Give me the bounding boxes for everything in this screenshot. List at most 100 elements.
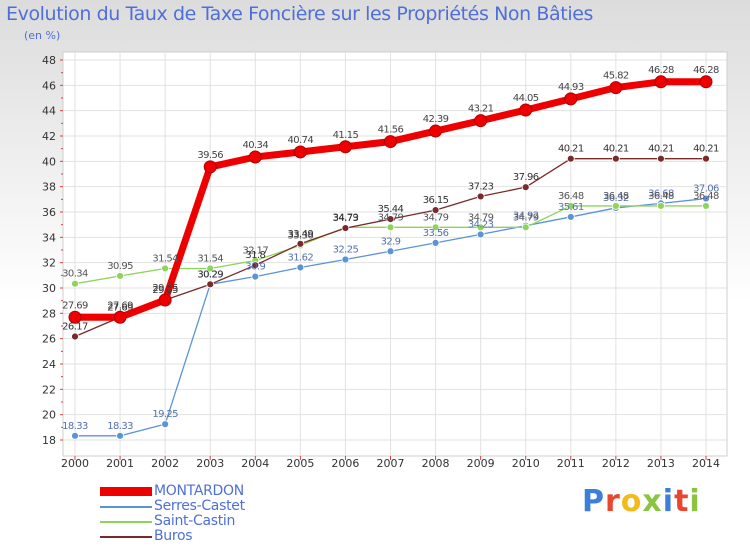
data-point-buros [206, 280, 215, 289]
data-label-buros: 40.21 [648, 144, 674, 155]
data-label-montardon: 43.21 [468, 104, 494, 115]
data-label-buros: 26.17 [62, 322, 88, 333]
x-tick-label: 2008 [422, 457, 450, 470]
data-label-saint-castin: 33.36 [288, 230, 314, 241]
data-point-buros [476, 192, 485, 201]
data-label-saint-castin: 31.54 [152, 253, 178, 264]
data-label-serres-castet: 33.56 [423, 228, 449, 239]
data-point-buros [431, 206, 440, 215]
logo-letter: P [582, 484, 605, 519]
data-label-serres-castet: 18.33 [107, 421, 133, 432]
data-point-buros [341, 224, 350, 232]
data-point-montardon [203, 160, 217, 174]
data-label-serres-castet: 30.29 [197, 269, 223, 280]
data-point-buros [296, 239, 305, 248]
data-point-montardon [519, 103, 533, 117]
data-point-serres-castet [431, 239, 440, 247]
data-label-serres-castet: 34.92 [513, 211, 539, 222]
data-label-buros: 30.29 [197, 269, 223, 280]
data-label-serres-castet: 32.9 [381, 236, 401, 247]
data-label-montardon: 27.69 [62, 300, 88, 311]
x-tick-label: 2007 [377, 457, 405, 470]
y-tick-label: 22 [42, 383, 56, 396]
data-label-saint-castin: 34.79 [378, 212, 404, 223]
x-tick-label: 2006 [331, 457, 359, 470]
data-label-montardon: 40.74 [288, 135, 314, 146]
logo-letter: i [662, 484, 675, 519]
y-tick-label: 18 [42, 434, 56, 447]
y-tick-label: 36 [42, 206, 56, 219]
data-label-buros: 35.44 [378, 204, 404, 215]
y-tick-label: 26 [42, 333, 56, 346]
data-label-saint-castin: 34.79 [423, 212, 449, 223]
data-point-montardon [429, 124, 443, 138]
x-tick-label: 2001 [106, 457, 134, 470]
data-label-serres-castet: 32.25 [333, 245, 359, 256]
data-label-montardon: 45.82 [603, 71, 629, 82]
data-point-saint-castin [161, 264, 170, 273]
data-point-montardon [158, 293, 172, 307]
data-label-serres-castet: 36.32 [603, 193, 629, 204]
logo-letter: t [674, 484, 690, 519]
logo-letter: o [620, 484, 643, 519]
data-point-buros [386, 215, 395, 223]
legend-label: MONTARDON [154, 483, 244, 499]
logo-letter: i [689, 484, 701, 519]
x-tick-label: 2014 [692, 457, 720, 470]
y-axis-unit: (en %) [24, 29, 61, 42]
series-layer [68, 75, 713, 440]
data-label-saint-castin: 34.79 [333, 212, 359, 223]
data-label-serres-castet: 31.62 [288, 252, 314, 263]
data-label-saint-castin: 36.48 [603, 191, 629, 202]
data-point-serres-castet [116, 431, 124, 440]
data-label-montardon: 39.56 [197, 150, 223, 161]
y-tick-label: 44 [42, 105, 56, 118]
data-point-serres-castet [71, 431, 79, 440]
x-tick-label: 2003 [196, 457, 224, 470]
y-tick-label: 38 [42, 181, 56, 194]
y-tick-label: 28 [42, 307, 56, 320]
data-point-montardon [68, 310, 82, 324]
data-label-serres-castet: 37.06 [693, 184, 719, 195]
data-label-serres-castet: 35.61 [558, 202, 584, 213]
data-label-serres-castet: 34.23 [468, 219, 494, 230]
data-point-serres-castet [251, 272, 260, 281]
legend-label: Saint-Castin [154, 513, 236, 529]
data-label-buros: 27.69 [107, 302, 133, 313]
x-tick-label: 2009 [467, 457, 495, 470]
data-point-saint-castin [611, 202, 620, 210]
data-point-serres-castet [341, 255, 350, 264]
data-point-serres-castet [386, 247, 395, 256]
data-label-saint-castin: 30.34 [62, 269, 88, 280]
y-tick-label: 30 [42, 282, 56, 295]
logo-letter: x [642, 484, 663, 519]
data-label-buros: 37.23 [468, 181, 494, 192]
y-tick-label: 42 [42, 130, 56, 143]
series-buros [71, 154, 710, 341]
data-label-montardon: 40.34 [242, 140, 268, 151]
data-label-saint-castin: 30.95 [107, 261, 133, 272]
data-point-montardon [293, 145, 307, 159]
data-point-saint-castin [116, 272, 124, 280]
legend-label: Serres-Castet [154, 498, 245, 514]
data-label-montardon: 44.05 [513, 93, 539, 104]
data-point-montardon [654, 75, 668, 89]
data-point-serres-castet [566, 213, 575, 221]
y-tick-label: 40 [42, 155, 56, 168]
data-point-buros [251, 261, 260, 270]
legend-label: Buros [154, 528, 193, 544]
data-label-buros: 33.49 [288, 229, 314, 240]
data-label-buros: 40.21 [558, 144, 584, 155]
y-tick-label: 46 [42, 79, 56, 92]
data-label-buros: 34.73 [333, 213, 359, 224]
data-point-montardon [384, 135, 397, 149]
data-label-buros: 40.21 [693, 144, 719, 155]
data-point-buros [702, 154, 710, 163]
data-label-serres-castet: 18.33 [62, 421, 88, 432]
data-point-buros [521, 183, 530, 192]
y-tick-label: 20 [42, 409, 56, 422]
data-point-serres-castet [161, 420, 170, 429]
data-label-saint-castin: 31.54 [197, 253, 223, 264]
data-label-montardon: 41.56 [378, 125, 404, 136]
